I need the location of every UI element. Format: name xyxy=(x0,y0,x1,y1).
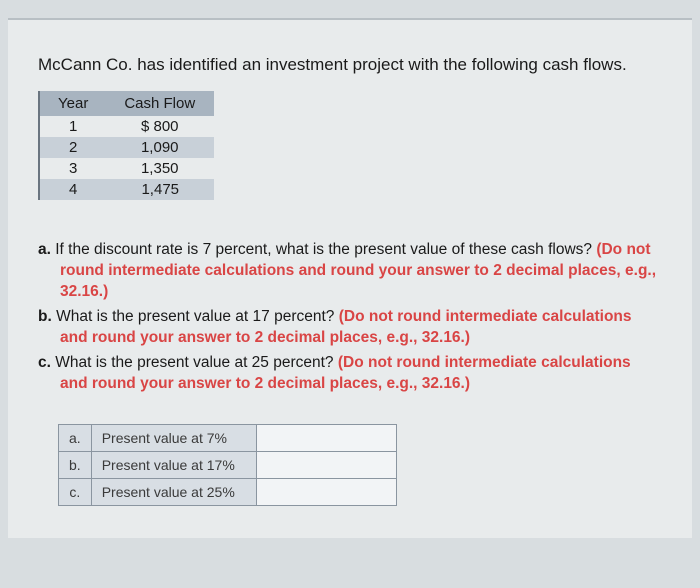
table-row: 1 $ 800 xyxy=(39,116,214,137)
question-text: What is the present value at 25 percent? xyxy=(55,354,338,371)
questions-list: a. If the discount rate is 7 percent, wh… xyxy=(38,240,662,394)
answer-label: b. xyxy=(59,452,92,479)
cell-year: 4 xyxy=(39,179,106,200)
col-header-year: Year xyxy=(39,91,106,116)
answer-desc: Present value at 17% xyxy=(91,452,256,479)
question-text: What is the present value at 17 percent? xyxy=(56,308,339,325)
answer-input-17pct[interactable] xyxy=(256,452,396,479)
cell-year: 1 xyxy=(39,116,106,137)
cell-cashflow: 1,350 xyxy=(106,158,214,179)
question-label: c. xyxy=(38,354,51,371)
question-b: b. What is the present value at 17 perce… xyxy=(38,307,662,349)
cashflow-table: Year Cash Flow 1 $ 800 2 1,090 3 1,350 4… xyxy=(38,91,215,200)
cell-cashflow: $ 800 xyxy=(106,116,214,137)
answer-row: c. Present value at 25% xyxy=(59,479,397,506)
answer-row: b. Present value at 17% xyxy=(59,452,397,479)
table-row: 4 1,475 xyxy=(39,179,214,200)
cell-year: 2 xyxy=(39,137,106,158)
answer-label: c. xyxy=(59,479,92,506)
answer-desc: Present value at 25% xyxy=(91,479,256,506)
page-container: McCann Co. has identified an investment … xyxy=(8,18,692,538)
cell-cashflow: 1,090 xyxy=(106,137,214,158)
answer-input-25pct[interactable] xyxy=(256,479,396,506)
answer-table: a. Present value at 7% b. Present value … xyxy=(58,424,397,506)
question-label: b. xyxy=(38,308,52,325)
col-header-cashflow: Cash Flow xyxy=(106,91,214,116)
answer-input-7pct[interactable] xyxy=(256,425,396,452)
answer-desc: Present value at 7% xyxy=(91,425,256,452)
cell-year: 3 xyxy=(39,158,106,179)
question-label: a. xyxy=(38,241,51,258)
question-a: a. If the discount rate is 7 percent, wh… xyxy=(38,240,662,303)
answer-row: a. Present value at 7% xyxy=(59,425,397,452)
answer-label: a. xyxy=(59,425,92,452)
table-row: 3 1,350 xyxy=(39,158,214,179)
intro-text: McCann Co. has identified an investment … xyxy=(38,55,662,75)
question-c: c. What is the present value at 25 perce… xyxy=(38,353,662,395)
question-text: If the discount rate is 7 percent, what … xyxy=(55,241,596,258)
cell-cashflow: 1,475 xyxy=(106,179,214,200)
table-row: 2 1,090 xyxy=(39,137,214,158)
